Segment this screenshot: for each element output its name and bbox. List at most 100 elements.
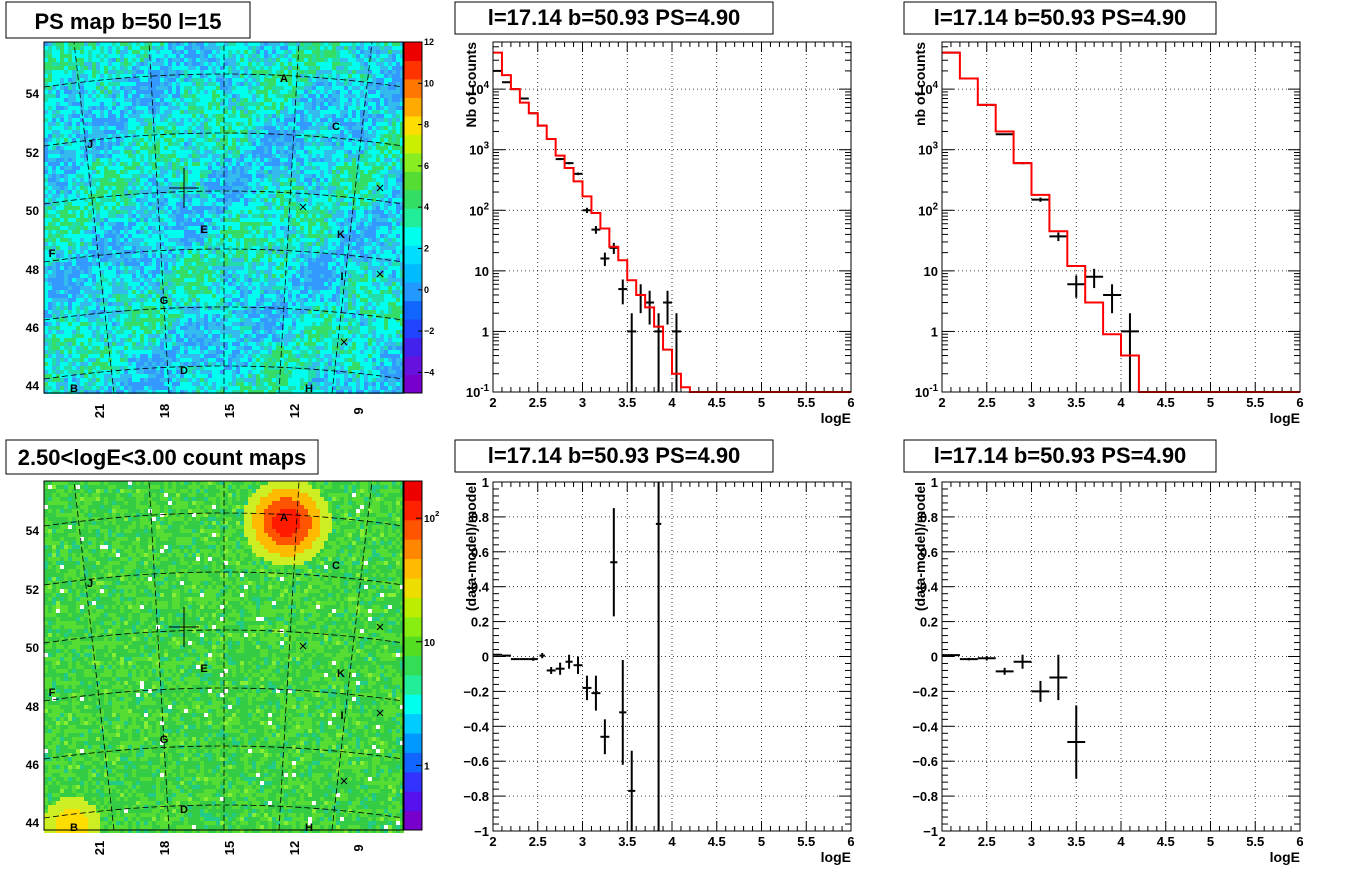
map-pixel [276, 134, 280, 138]
map-pixel [312, 86, 316, 90]
map-pixel [272, 46, 276, 50]
map-pixel [84, 150, 88, 154]
map-pixel [220, 178, 224, 182]
map-pixel [324, 54, 328, 58]
map-pixel [52, 242, 56, 246]
map-pixel [316, 218, 320, 222]
map-pixel [128, 118, 132, 122]
map-pixel [172, 238, 176, 242]
map-pixel [300, 222, 304, 226]
map-pixel [192, 122, 196, 126]
map-pixel [272, 170, 276, 174]
map-pixel [272, 114, 276, 118]
map-pixel [352, 146, 356, 150]
map-pixel [260, 198, 264, 202]
map-pixel [308, 254, 312, 258]
map-pixel [324, 234, 328, 238]
map-pixel [324, 214, 328, 218]
map-pixel [256, 78, 260, 82]
map-pixel [248, 230, 252, 234]
map-pixel [200, 182, 204, 186]
map-pixel [136, 166, 140, 170]
map-pixel [84, 70, 88, 74]
map-pixel [312, 234, 316, 238]
map-pixel [232, 158, 236, 162]
map-pixel [240, 102, 244, 106]
map-pixel [188, 78, 192, 82]
map-pixel [308, 90, 312, 94]
map-pixel [76, 70, 80, 74]
map-pixel [364, 214, 368, 218]
map-pixel [112, 74, 116, 78]
map-pixel [180, 46, 184, 50]
map-pixel [292, 118, 296, 122]
map-pixel [252, 242, 256, 246]
map-pixel [120, 170, 124, 174]
map-pixel [336, 134, 340, 138]
map-pixel [76, 182, 80, 186]
map-pixel [232, 178, 236, 182]
map-pixel [196, 94, 200, 98]
map-pixel [352, 106, 356, 110]
map-pixel [312, 106, 316, 110]
map-pixel [352, 234, 356, 238]
map-pixel [60, 42, 64, 46]
map-pixel [88, 166, 92, 170]
map-pixel [340, 122, 344, 126]
map-pixel [68, 90, 72, 94]
map-pixel [248, 238, 252, 242]
map-pixel [160, 106, 164, 110]
map-pixel [200, 226, 204, 230]
map-pixel [400, 66, 404, 70]
map-pixel [304, 70, 308, 74]
map-pixel [120, 230, 124, 234]
map-pixel [56, 170, 60, 174]
map-pixel [160, 110, 164, 114]
map-pixel [148, 150, 152, 154]
map-pixel [224, 246, 228, 250]
map-pixel [260, 194, 264, 198]
map-pixel [264, 158, 268, 162]
map-pixel [192, 130, 196, 134]
map-pixel [204, 202, 208, 206]
map-pixel [84, 174, 88, 178]
map-pixel [220, 210, 224, 214]
map-pixel [276, 174, 280, 178]
map-pixel [360, 102, 364, 106]
map-pixel [328, 74, 332, 78]
map-pixel [332, 246, 336, 250]
map-pixel [224, 230, 228, 234]
map-pixel [256, 234, 260, 238]
map-pixel [316, 242, 320, 246]
map-pixel [60, 194, 64, 198]
map-pixel [380, 158, 384, 162]
map-pixel [104, 214, 108, 218]
map-pixel [248, 174, 252, 178]
map-pixel [116, 78, 120, 82]
map-pixel [332, 74, 336, 78]
map-pixel [156, 254, 160, 258]
map-pixel [128, 130, 132, 134]
map-pixel [384, 58, 388, 62]
map-pixel [280, 186, 284, 190]
map-pixel [160, 54, 164, 58]
map-pixel [284, 250, 288, 254]
map-pixel [112, 190, 116, 194]
map-pixel [252, 70, 256, 74]
map-pixel [328, 114, 332, 118]
map-pixel [368, 206, 372, 210]
map-pixel [200, 146, 204, 150]
map-pixel [316, 170, 320, 174]
map-pixel [220, 234, 224, 238]
map-pixel [276, 194, 280, 198]
map-pixel [148, 202, 152, 206]
map-pixel [372, 170, 376, 174]
map-pixel [236, 170, 240, 174]
map-pixel [320, 234, 324, 238]
map-pixel [360, 86, 364, 90]
map-pixel [144, 58, 148, 62]
map-pixel [348, 110, 352, 114]
map-pixel [288, 46, 292, 50]
map-pixel [236, 254, 240, 258]
map-pixel [252, 178, 256, 182]
